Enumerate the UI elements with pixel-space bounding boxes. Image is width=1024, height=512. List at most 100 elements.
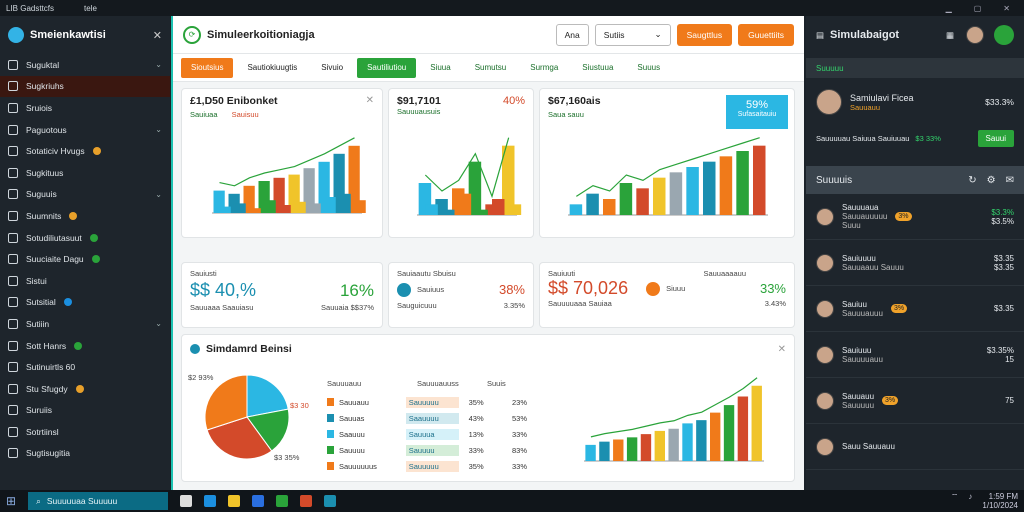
bottom-panel-title: Simdamrd Beinsi xyxy=(206,343,292,355)
table-row[interactable]: Sauuas Saauuuu 43% 53% xyxy=(327,410,527,426)
tab[interactable]: Sumutsu xyxy=(474,63,507,72)
profile-icon[interactable] xyxy=(994,25,1014,45)
section-title: Suuuuis xyxy=(816,174,853,186)
tab[interactable]: Sautiokiuugtis xyxy=(247,63,298,72)
tab[interactable]: Suuus xyxy=(637,63,661,72)
contact-name: Sauiuuuu xyxy=(842,253,876,263)
sidebar-item-label: Suruiis xyxy=(26,405,52,416)
avatar[interactable] xyxy=(966,26,984,44)
stat-card-3: Sauiuuti Sauuaaaauu $$ 70,026 Siuuu 33% S… xyxy=(539,262,795,328)
info-icon xyxy=(190,344,200,354)
sidebar-item[interactable]: Paguotous ⌄ xyxy=(0,119,170,141)
sidebar-item[interactable]: Sugtisugitia xyxy=(0,443,170,465)
stat-card-2-pct: 38% xyxy=(498,282,525,297)
tab[interactable]: Surmga xyxy=(530,63,559,72)
chevron-down-icon: ⌄ xyxy=(155,319,162,329)
office-icon[interactable] xyxy=(300,495,313,507)
edge-icon[interactable] xyxy=(204,495,217,507)
sidebar-item[interactable]: Sutiiin ⌄ xyxy=(0,313,170,335)
summary-button[interactable]: Sauui xyxy=(977,129,1014,147)
secondary-button[interactable]: Guuettiits xyxy=(738,23,794,46)
contact-value: 75 xyxy=(1005,396,1014,405)
sidebar-item[interactable]: Sugkituus xyxy=(0,162,170,184)
sidebar-item[interactable]: Sott Hanrs xyxy=(0,335,170,357)
chart-bar xyxy=(599,441,610,461)
row-name: Saauuu xyxy=(338,429,365,439)
sidebar-item[interactable]: Suuciaite Dagu xyxy=(0,248,170,270)
refresh-icon[interactable]: ↻ xyxy=(968,174,977,186)
wifi-icon[interactable]: ⌔ xyxy=(950,492,959,501)
dropdown-select[interactable]: Sutiis ⌄ xyxy=(594,23,671,46)
sidebar-item[interactable]: Sistui xyxy=(0,270,170,292)
list-item[interactable]: Sauuuaua Sauuauuuuu Suuu 3% $3.3% $3.5% xyxy=(806,194,1024,240)
list-item[interactable]: Sauiuuu Sauuuuauu $3.35% 15 xyxy=(806,332,1024,378)
chart-bar xyxy=(273,177,285,213)
taskbar-search[interactable]: ⌕ Suuuuuaa Suuuuu xyxy=(28,492,169,510)
sidebar-item-icon xyxy=(8,167,18,178)
contact-value2: 15 xyxy=(1005,354,1014,364)
sidebar-item[interactable]: Sotaticiv Hvugs xyxy=(0,140,170,162)
app-icon[interactable] xyxy=(324,495,337,507)
task-view-icon[interactable] xyxy=(180,495,193,507)
pie-slice xyxy=(246,408,290,452)
tab[interactable]: Siuua xyxy=(430,63,451,72)
chart-trend-line xyxy=(219,137,355,187)
sidebar-item[interactable]: Sotrtiinsl xyxy=(0,421,170,443)
sidebar-item[interactable]: Suguktal ⌄ xyxy=(0,54,170,76)
tab[interactable]: Siustuua xyxy=(582,63,614,72)
chart-bar xyxy=(264,200,276,213)
minimize-icon[interactable]: ▁ xyxy=(945,3,952,13)
settings-icon[interactable]: ⚙ xyxy=(986,174,996,186)
sidebar-item[interactable]: Suruiis xyxy=(0,400,170,422)
table-row[interactable]: Sauuauu Sauuuuu 35% 23% xyxy=(327,394,527,410)
chart-bar xyxy=(686,167,699,215)
list-item[interactable]: Sauiuuuu Sauuaauu Sauuu $3.35 $3.35 xyxy=(806,240,1024,286)
notification-icon[interactable]: ✉ xyxy=(1005,174,1014,186)
card-close-icon[interactable]: ✕ xyxy=(365,95,374,106)
sidebar-item[interactable]: Sutinuirtls 60 xyxy=(0,356,170,378)
filter-button[interactable]: Ana xyxy=(555,23,589,46)
chart-card-2-title: $91,7101 xyxy=(397,95,441,107)
chat-icon[interactable] xyxy=(276,495,289,507)
chart-card-2: $91,7101 40% Sauuuausuis xyxy=(388,88,534,238)
list-item[interactable]: Sauiuu Sauuuauuu 3% $3.35 xyxy=(806,286,1024,332)
row-pct2: 23% xyxy=(511,397,527,407)
clock-date: 1/10/2024 xyxy=(982,501,1018,510)
panel-close-icon[interactable]: ✕ xyxy=(777,343,786,355)
tab[interactable]: Sautiliutiou xyxy=(357,57,417,78)
store-icon[interactable] xyxy=(252,495,265,507)
tab[interactable]: Sivuio xyxy=(321,63,344,72)
grid-icon[interactable]: ▦ xyxy=(945,29,954,40)
tab[interactable]: Sioutsius xyxy=(181,57,234,78)
table-header-cell: Sauuuauuss xyxy=(417,379,459,388)
sidebar-item[interactable]: Suguuis ⌄ xyxy=(0,184,170,206)
close-icon[interactable]: ✕ xyxy=(1003,3,1010,13)
summary-label: Sauuuuau Saiuua Sauiuuau xyxy=(816,133,910,143)
row-name: Sauuas xyxy=(338,413,365,423)
chart-trend-line xyxy=(590,377,758,438)
contact-sub2: Suuu xyxy=(842,221,861,230)
list-item[interactable]: Sauuauu Sauuuuu 3% 75 xyxy=(806,378,1024,424)
bar-chart-5 xyxy=(584,377,764,462)
primary-button[interactable]: Saugttlus xyxy=(676,23,733,46)
sidebar-item[interactable]: Sutsitial xyxy=(0,292,170,314)
table-row[interactable]: Sauuuu Sauuuu 33% 83% xyxy=(327,442,527,458)
sidebar-item[interactable]: Stu Sfugdy xyxy=(0,378,170,400)
sidebar-item[interactable]: Suumnits xyxy=(0,205,170,227)
folder-icon[interactable] xyxy=(228,495,241,507)
contact-sub: Sauuuauuu xyxy=(842,308,883,318)
sidebar-close-icon[interactable]: ✕ xyxy=(152,29,162,42)
window-menu[interactable]: tele xyxy=(84,3,97,13)
maximize-icon[interactable]: ▢ xyxy=(973,3,982,13)
sidebar-item[interactable]: Sruiois xyxy=(0,97,170,119)
chart-bar xyxy=(654,430,665,461)
windows-start-icon[interactable]: ⊞ xyxy=(6,494,17,508)
sidebar-item[interactable]: Sugkriuhs xyxy=(0,75,170,98)
table-row[interactable]: Sauuuuuus Sauuuuu 35% 33% xyxy=(327,458,527,474)
sidebar-item[interactable]: Sotudiliutasuut xyxy=(0,227,170,249)
table-row[interactable]: Saauuu Sauuua 13% 33% xyxy=(327,426,527,442)
chart-bar xyxy=(228,193,240,213)
stat-card-3-label: Sauiuuti xyxy=(548,269,576,278)
volume-icon[interactable]: ♪ xyxy=(968,492,973,501)
list-item[interactable]: Sauu Sauuauu xyxy=(806,424,1024,470)
